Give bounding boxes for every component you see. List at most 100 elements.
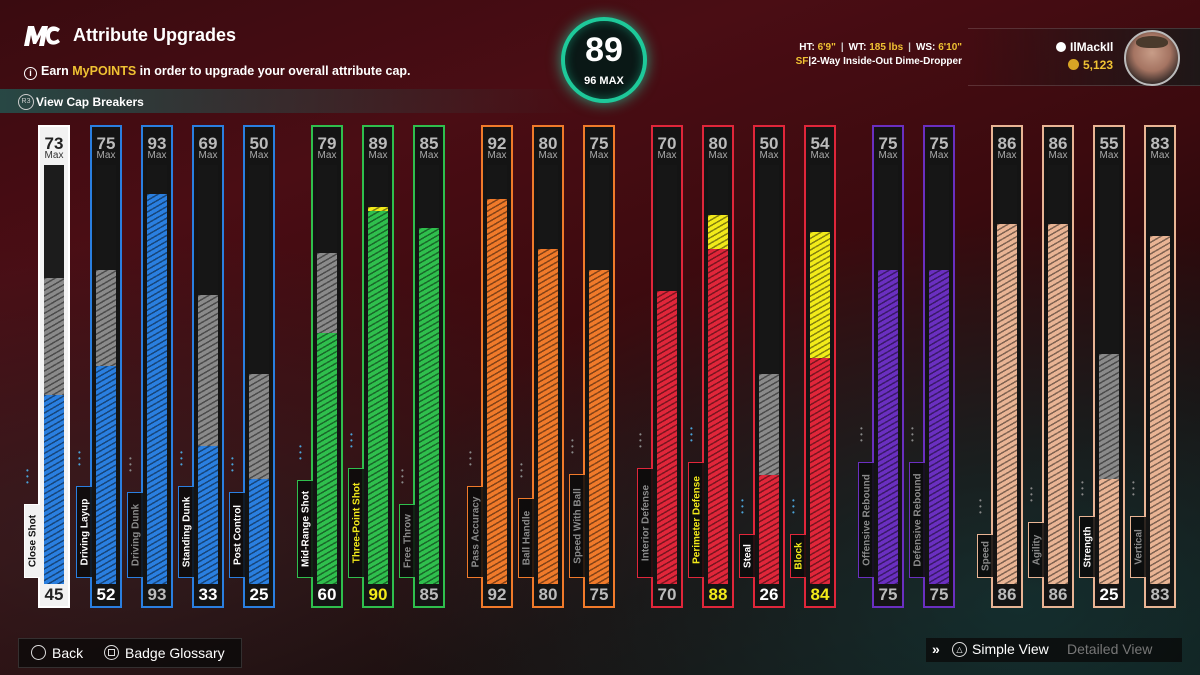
attribute-cap-fill (419, 228, 439, 584)
attribute-current-fill (249, 479, 269, 584)
attribute-column-driving-layup[interactable]: 75 Max 52 Driving Layup • • • (76, 125, 122, 608)
detailed-view-option[interactable]: Detailed View (1067, 641, 1153, 657)
attribute-max-label: Max (487, 150, 507, 161)
attribute-dots-icon: • • • (129, 454, 132, 475)
attribute-column-post-control[interactable]: 50 Max 25 Post Control • • • (229, 125, 275, 608)
attribute-column-strength[interactable]: 55 Max 25 Strength • • • (1079, 125, 1125, 608)
attribute-max-label: Max (249, 150, 269, 161)
attribute-dots-icon: • • • (299, 442, 302, 463)
attribute-column-speed[interactable]: 86 Max 86 Speed • • • (977, 125, 1023, 608)
footer-left: Back Badge Glossary (18, 638, 242, 668)
attribute-max-label: Max (708, 150, 728, 161)
attribute-name-tag: Close Shot (24, 504, 40, 578)
attribute-current-value: 93 (147, 585, 167, 604)
attribute-name-tag: Ball Handle (518, 498, 534, 578)
attribute-column-three-point-shot[interactable]: 89 Max 90 Three-Point Shot • • • (348, 125, 394, 608)
attribute-max-value: 50 (249, 134, 269, 153)
attribute-dots-icon: • • • (639, 430, 642, 451)
attribute-current-value: 33 (198, 585, 218, 604)
attribute-bar (538, 165, 558, 584)
attribute-cap-fill (147, 194, 167, 584)
attribute-max-label: Max (317, 150, 337, 161)
attribute-name-tag: Defensive Rebound (909, 462, 925, 578)
attribute-column-offensive-rebound[interactable]: 75 Max 75 Offensive Rebound • • • (858, 125, 904, 608)
attribute-dots-icon: • • • (26, 466, 29, 487)
attribute-cap-fill (1048, 224, 1068, 584)
attribute-dots-icon: • • • (571, 436, 574, 457)
attribute-current-value: 85 (419, 585, 439, 604)
attribute-max-value: 93 (147, 134, 167, 153)
attribute-max-label: Max (810, 150, 830, 161)
attribute-column-agility[interactable]: 86 Max 86 Agility • • • (1028, 125, 1074, 608)
attribute-boost-fill (810, 232, 830, 358)
attribute-name-label: Perimeter Defense (691, 476, 702, 564)
simple-view-option[interactable]: Simple View (972, 641, 1049, 657)
attribute-current-fill (44, 395, 64, 584)
attribute-current-value: 52 (96, 585, 116, 604)
attribute-column-close-shot[interactable]: 73 Max 45 Close Shot • • • (24, 125, 70, 608)
vc-coin-icon (1068, 59, 1079, 70)
attribute-max-label: Max (657, 150, 677, 161)
triangle-button-icon: △ (952, 642, 967, 657)
attribute-current-value: 70 (657, 585, 677, 604)
attribute-cap-fill (997, 224, 1017, 584)
attribute-column-driving-dunk[interactable]: 93 Max 93 Driving Dunk • • • (127, 125, 173, 608)
attribute-max-value: 55 (1099, 134, 1119, 153)
attribute-max-value: 50 (759, 134, 779, 153)
attribute-name-label: Pass Accuracy (470, 496, 481, 568)
attribute-max-value: 79 (317, 134, 337, 153)
attribute-name-tag: Speed (977, 534, 993, 578)
overall-max-label: 96 MAX (584, 75, 624, 87)
attribute-column-interior-defense[interactable]: 70 Max 70 Interior Defense • • • (637, 125, 683, 608)
page-title: Attribute Upgrades (73, 25, 237, 45)
attribute-column-pass-accuracy[interactable]: 92 Max 92 Pass Accuracy • • • (467, 125, 513, 608)
attribute-column-ball-handle[interactable]: 80 Max 80 Ball Handle • • • (518, 125, 564, 608)
player-build: SF|2-Way Inside-Out Dime-Dropper (795, 56, 962, 67)
gamertag: IlMackIl (1056, 40, 1113, 54)
attribute-current-fill (759, 475, 779, 584)
attribute-bar (419, 165, 439, 584)
player-physicals: HT: 6'9" | WT: 185 lbs | WS: 6'10" (799, 42, 962, 53)
attribute-column-mid-range-shot[interactable]: 79 Max 60 Mid-Range Shot • • • (297, 125, 343, 608)
attribute-bar (1048, 165, 1068, 584)
attribute-max-value: 54 (810, 134, 830, 153)
player-avatar (1124, 30, 1180, 86)
attribute-max-value: 69 (198, 134, 218, 153)
attribute-column-free-throw[interactable]: 85 Max 85 Free Throw • • • (399, 125, 445, 608)
attribute-current-value: 25 (249, 585, 269, 604)
attribute-max-label: Max (878, 150, 898, 161)
back-button[interactable]: Back (31, 645, 83, 661)
attribute-column-defensive-rebound[interactable]: 75 Max 75 Defensive Rebound • • • (909, 125, 955, 608)
attribute-max-value: 86 (997, 134, 1017, 153)
attribute-bar (147, 165, 167, 584)
attribute-name-label: Post Control (232, 505, 243, 565)
attribute-cap-fill (589, 270, 609, 584)
attribute-bar (708, 165, 728, 584)
attribute-name-label: Driving Layup (79, 498, 90, 566)
attribute-column-speed-with-ball[interactable]: 75 Max 75 Speed With Ball • • • (569, 125, 615, 608)
attribute-current-value: 26 (759, 585, 779, 604)
attribute-max-label: Max (759, 150, 779, 161)
attribute-max-label: Max (96, 150, 116, 161)
attribute-boost-fill (708, 215, 728, 249)
attribute-column-vertical[interactable]: 83 Max 83 Vertical • • • (1130, 125, 1176, 608)
attribute-bar (96, 165, 116, 584)
attribute-cap-fill (878, 270, 898, 584)
attribute-column-standing-dunk[interactable]: 69 Max 33 Standing Dunk • • • (178, 125, 224, 608)
attribute-cap-fill (487, 199, 507, 584)
attribute-column-block[interactable]: 54 Max 84 Block • • • (790, 125, 836, 608)
attribute-name-label: Speed With Ball (572, 488, 583, 564)
attribute-name-tag: Standing Dunk (178, 486, 194, 578)
attribute-column-steal[interactable]: 50 Max 26 Steal • • • (739, 125, 785, 608)
attribute-name-tag: Strength (1079, 516, 1095, 578)
attribute-name-tag: Interior Defense (637, 468, 653, 578)
attribute-dots-icon: • • • (911, 424, 914, 445)
attribute-dots-icon: • • • (1132, 478, 1135, 499)
attribute-name-label: Interior Defense (640, 484, 651, 562)
attribute-cap-fill (810, 358, 830, 584)
view-cap-breakers-button[interactable]: R3 View Cap Breakers (0, 89, 575, 113)
attribute-bar (249, 165, 269, 584)
attribute-column-perimeter-defense[interactable]: 80 Max 88 Perimeter Defense • • • (688, 125, 734, 608)
badge-glossary-button[interactable]: Badge Glossary (104, 645, 225, 661)
attribute-max-label: Max (538, 150, 558, 161)
